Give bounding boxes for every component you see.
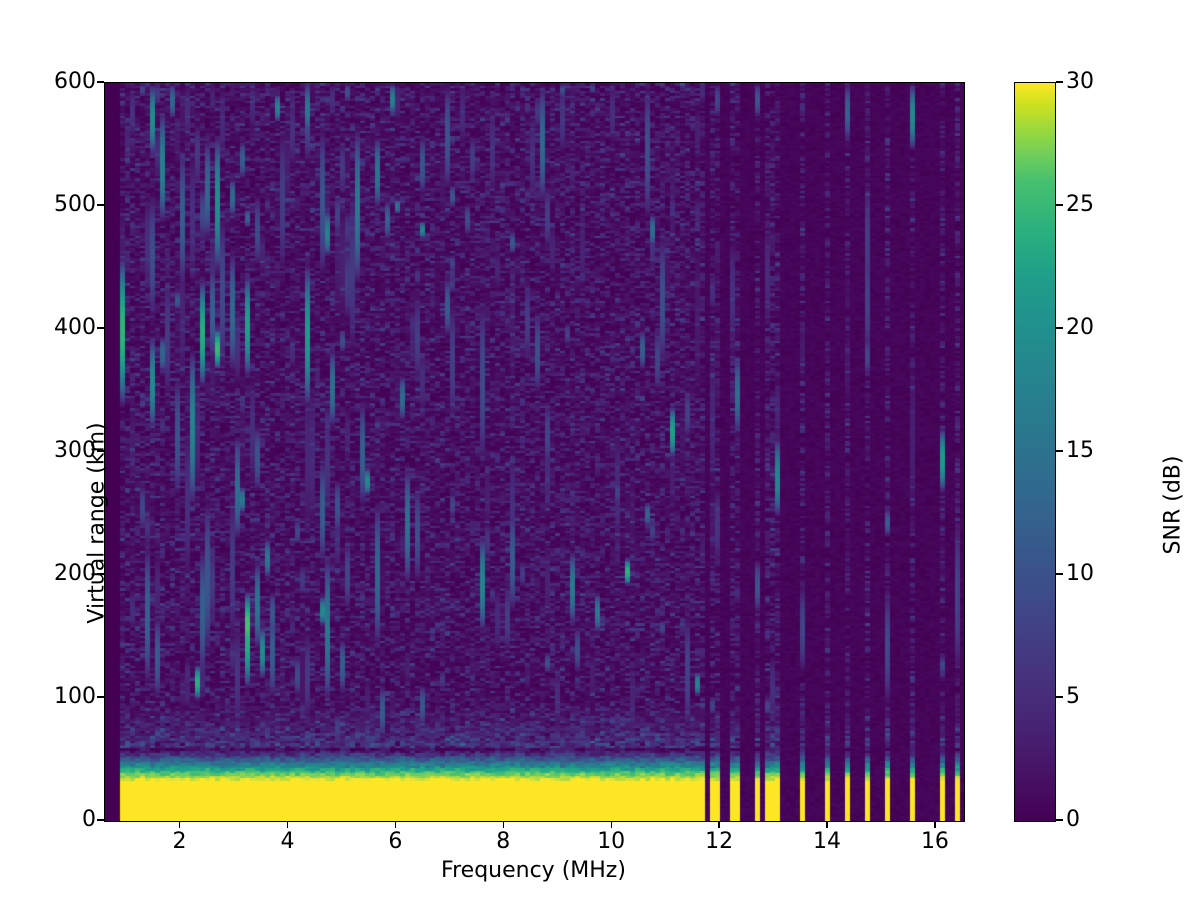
x-tick-label: 10 — [597, 829, 626, 854]
y-tick-label: 0 — [82, 807, 96, 832]
y-tick-label: 600 — [54, 69, 96, 94]
colorbar — [1014, 82, 1056, 822]
y-tick-mark — [97, 450, 104, 452]
x-tick-label: 16 — [920, 829, 949, 854]
x-tick-mark — [610, 821, 612, 828]
x-tick-mark — [178, 821, 181, 828]
y-tick-label: 400 — [54, 315, 96, 340]
x-tick-mark — [286, 821, 289, 828]
y-tick-mark — [97, 819, 104, 821]
x-tick-label: 12 — [705, 829, 734, 854]
colorbar-tick-label: 10 — [1066, 561, 1094, 586]
y-tick-label: 100 — [54, 684, 96, 709]
ionogram-heatmap-canvas — [105, 83, 964, 821]
colorbar-gradient — [1015, 83, 1055, 821]
colorbar-tick-mark — [1056, 81, 1063, 83]
heatmap-plot-area — [104, 82, 965, 822]
x-axis-label: Frequency (MHz) — [441, 858, 626, 883]
colorbar-tick-label: 5 — [1066, 684, 1080, 709]
y-tick-label: 500 — [54, 192, 96, 217]
y-tick-mark — [97, 573, 104, 575]
x-tick-mark — [502, 821, 504, 828]
y-tick-mark — [97, 81, 104, 83]
x-tick-mark — [394, 821, 397, 828]
x-tick-mark — [718, 821, 720, 828]
x-tick-mark — [934, 821, 936, 828]
x-tick-label: 6 — [388, 829, 403, 854]
colorbar-tick-mark — [1056, 450, 1063, 452]
y-tick-label: 200 — [54, 561, 96, 586]
y-tick-mark — [97, 204, 104, 206]
colorbar-tick-label: 25 — [1066, 192, 1094, 217]
y-tick-label: 300 — [54, 438, 96, 463]
colorbar-tick-mark — [1056, 696, 1063, 698]
colorbar-tick-mark — [1056, 204, 1063, 206]
colorbar-tick-label: 30 — [1066, 69, 1094, 94]
y-tick-mark — [97, 327, 104, 329]
colorbar-tick-mark — [1056, 819, 1063, 821]
colorbar-tick-mark — [1056, 327, 1063, 329]
colorbar-tick-label: 0 — [1066, 807, 1080, 832]
colorbar-tick-label: 20 — [1066, 315, 1094, 340]
x-tick-mark — [826, 821, 828, 828]
x-tick-label: 4 — [280, 829, 295, 854]
y-tick-mark — [97, 696, 104, 698]
x-tick-label: 14 — [813, 829, 842, 854]
colorbar-tick-mark — [1056, 573, 1063, 575]
x-tick-label: 8 — [496, 829, 511, 854]
x-tick-label: 2 — [172, 829, 187, 854]
colorbar-label: SNR (dB) — [1160, 455, 1186, 555]
colorbar-tick-label: 15 — [1066, 438, 1094, 463]
